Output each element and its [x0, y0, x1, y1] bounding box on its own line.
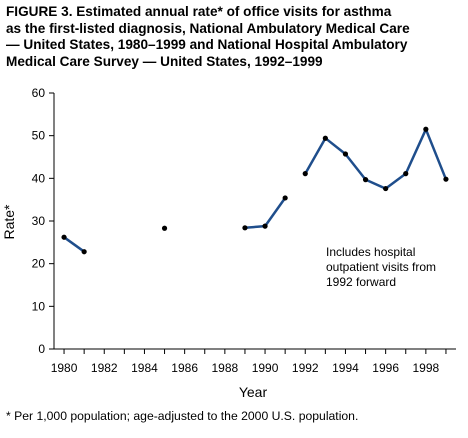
data-point-1999 [443, 176, 449, 182]
y-tick-label-50: 50 [32, 129, 46, 143]
data-point-1996 [383, 185, 389, 192]
data-point-1980 [61, 234, 67, 240]
series-segment-2 [244, 197, 287, 230]
y-tick-label-40: 40 [32, 171, 46, 185]
data-point-1998 [423, 126, 429, 132]
annotation-line-3: 1992 forward [326, 275, 396, 289]
series-segment-0 [63, 236, 85, 253]
data-point-1997 [403, 171, 409, 177]
annotation-line-2: outpatient visits from [326, 260, 436, 274]
figure-title: FIGURE 3. Estimated annual rate* of offi… [6, 4, 466, 70]
axes: 0 10 20 30 40 50 60 1980 1982 1984 1986 1988 1990 199… [32, 86, 456, 375]
x-tick-label-1996: 1996 [372, 361, 399, 375]
footnote: * Per 1,000 population; age-adjusted to … [6, 409, 359, 423]
x-tick-label-1998: 1998 [412, 361, 439, 375]
data-point-1995 [362, 177, 369, 183]
data-point-1992 [302, 171, 308, 177]
data-point-1985 [161, 225, 168, 231]
y-tick-label-30: 30 [32, 214, 46, 228]
x-tick-label-1992: 1992 [292, 361, 319, 375]
y-tick-label-10: 10 [32, 299, 46, 313]
x-axis-label: Year [239, 384, 268, 400]
annotation-line-1: Includes hospital [326, 245, 415, 259]
y-tick-label-60: 60 [32, 86, 46, 100]
line-chart: 0 10 20 30 40 50 60 1980 1982 1984 1986 1988 1990 199… [1, 86, 456, 400]
annotation-text: Includes hospital outpatient visits from… [326, 245, 439, 289]
series-lines [63, 128, 448, 253]
series-segment-3 [304, 128, 448, 190]
title-line-2: as the first-listed diagnosis, National … [6, 20, 410, 36]
data-point-1994 [342, 151, 349, 157]
y-tick-label-20: 20 [32, 257, 46, 271]
data-point-1991 [282, 195, 288, 201]
x-tick-label-1994: 1994 [332, 361, 359, 375]
data-point-1990 [262, 223, 268, 229]
y-tick-label-0: 0 [38, 342, 45, 356]
x-tick-label-1980: 1980 [51, 361, 78, 375]
title-line-3: — United States, 1980–1999 and National … [6, 37, 408, 52]
data-points [61, 126, 449, 255]
x-tick-label-1982: 1982 [91, 361, 118, 375]
x-tick-label-1986: 1986 [171, 361, 198, 375]
data-point-1989 [242, 225, 248, 231]
x-tick-label-1990: 1990 [252, 361, 279, 375]
x-tick-label-1984: 1984 [131, 361, 158, 375]
title-line-1: FIGURE 3. Estimated annual rate* of offi… [6, 4, 392, 19]
data-point-1993 [322, 135, 328, 141]
data-point-1981 [81, 249, 87, 255]
y-axis-label: Rate* [1, 204, 17, 240]
x-tick-label-1988: 1988 [211, 361, 238, 375]
title-line-4: Medical Care Survey — United States, 199… [6, 53, 323, 69]
